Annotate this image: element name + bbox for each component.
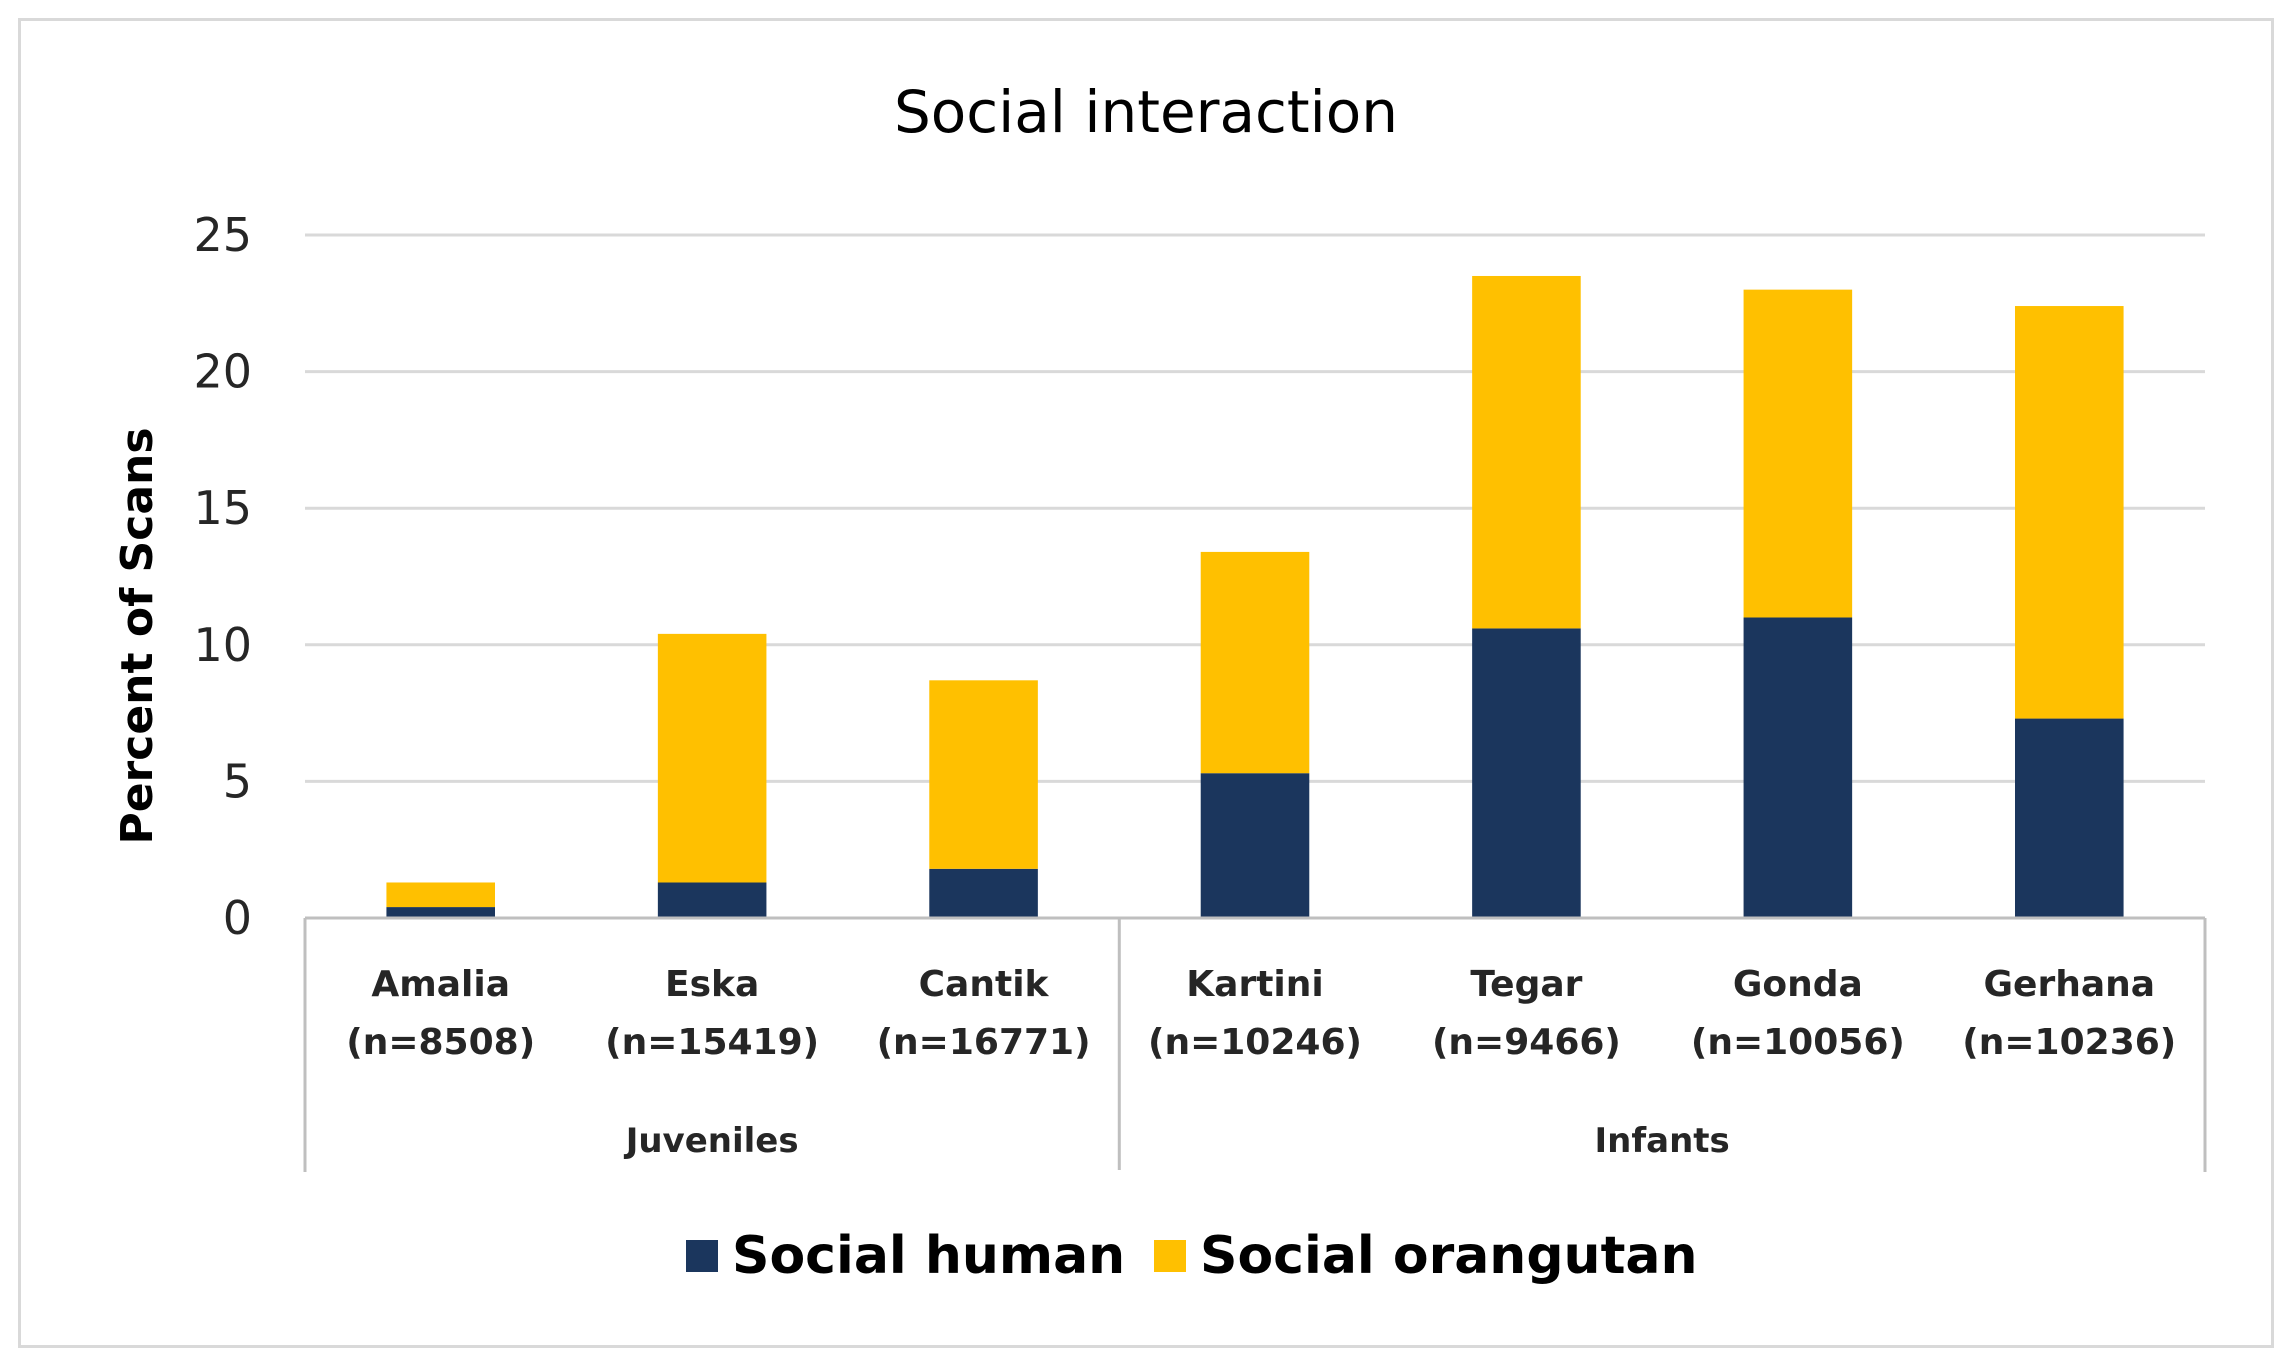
bar-amalia-social-orangutan: [386, 882, 495, 908]
bar-kartini-social-orangutan: [1200, 551, 1310, 774]
legend-label: Social orangutan: [1200, 1226, 1698, 1286]
legend: Social human Social orangutan: [686, 1226, 1698, 1286]
x-tick-label: Gerhana: [1984, 964, 2156, 1005]
x-tick-sublabel: (n=10056): [1691, 1022, 1905, 1063]
group-label: Infants: [1594, 1121, 1729, 1161]
y-tick-label: 25: [193, 208, 252, 262]
x-tick-label: Amalia: [371, 964, 510, 1005]
bar-tegar-social-human: [1472, 628, 1581, 918]
chart-title: Social interaction: [894, 78, 1398, 146]
y-axis-label: Percent of Scans: [112, 427, 163, 844]
bar-gonda-social-human: [1743, 617, 1853, 918]
y-tick-label: 5: [223, 754, 252, 808]
x-tick-sublabel: (n=9466): [1432, 1022, 1621, 1063]
bar-cantik-social-orangutan: [929, 680, 1038, 869]
y-tick-label: 15: [193, 481, 252, 535]
x-tick-label: Eska: [665, 964, 759, 1005]
legend-label: Social human: [732, 1226, 1125, 1286]
chart-frame: [18, 18, 2274, 1348]
y-tick-label: 10: [193, 618, 252, 672]
bar-gerhana-social-human: [2015, 718, 2124, 918]
bar-eska-social-human: [657, 882, 767, 918]
x-tick-label: Cantik: [919, 964, 1050, 1005]
x-tick-sublabel: (n=8508): [346, 1022, 535, 1063]
x-tick-label: Kartini: [1186, 964, 1323, 1005]
bar-eska-social-orangutan: [657, 633, 767, 883]
grid-layer: 0 5 10 15 20 25: [193, 208, 2205, 945]
legend-swatch: [1154, 1240, 1186, 1272]
x-tick-sublabel: (n=10236): [1962, 1022, 2176, 1063]
bar-amalia-social-human: [386, 907, 495, 918]
y-tick-label: 0: [223, 891, 252, 945]
y-tick-label: 20: [193, 345, 252, 399]
x-tick-sublabel: (n=16771): [877, 1022, 1091, 1063]
axis-layer: Amalia (n=8508) Eska (n=15419) Cantik (n=1677…: [303, 916, 2207, 1172]
bar-gerhana-social-orangutan: [2015, 306, 2124, 719]
bars-layer: [386, 275, 2124, 918]
x-tick-sublabel: (n=15419): [605, 1022, 819, 1063]
bar-gonda-social-orangutan: [1743, 289, 1853, 618]
group-label: Juveniles: [624, 1121, 799, 1161]
x-tick-label: Gonda: [1733, 964, 1863, 1005]
x-tick-label: Tegar: [1470, 964, 1582, 1005]
bar-tegar-social-orangutan: [1472, 275, 1581, 629]
legend-swatch: [686, 1240, 718, 1272]
bar-kartini-social-human: [1200, 773, 1310, 918]
x-tick-sublabel: (n=10246): [1148, 1022, 1362, 1063]
bar-cantik-social-human: [929, 868, 1038, 918]
